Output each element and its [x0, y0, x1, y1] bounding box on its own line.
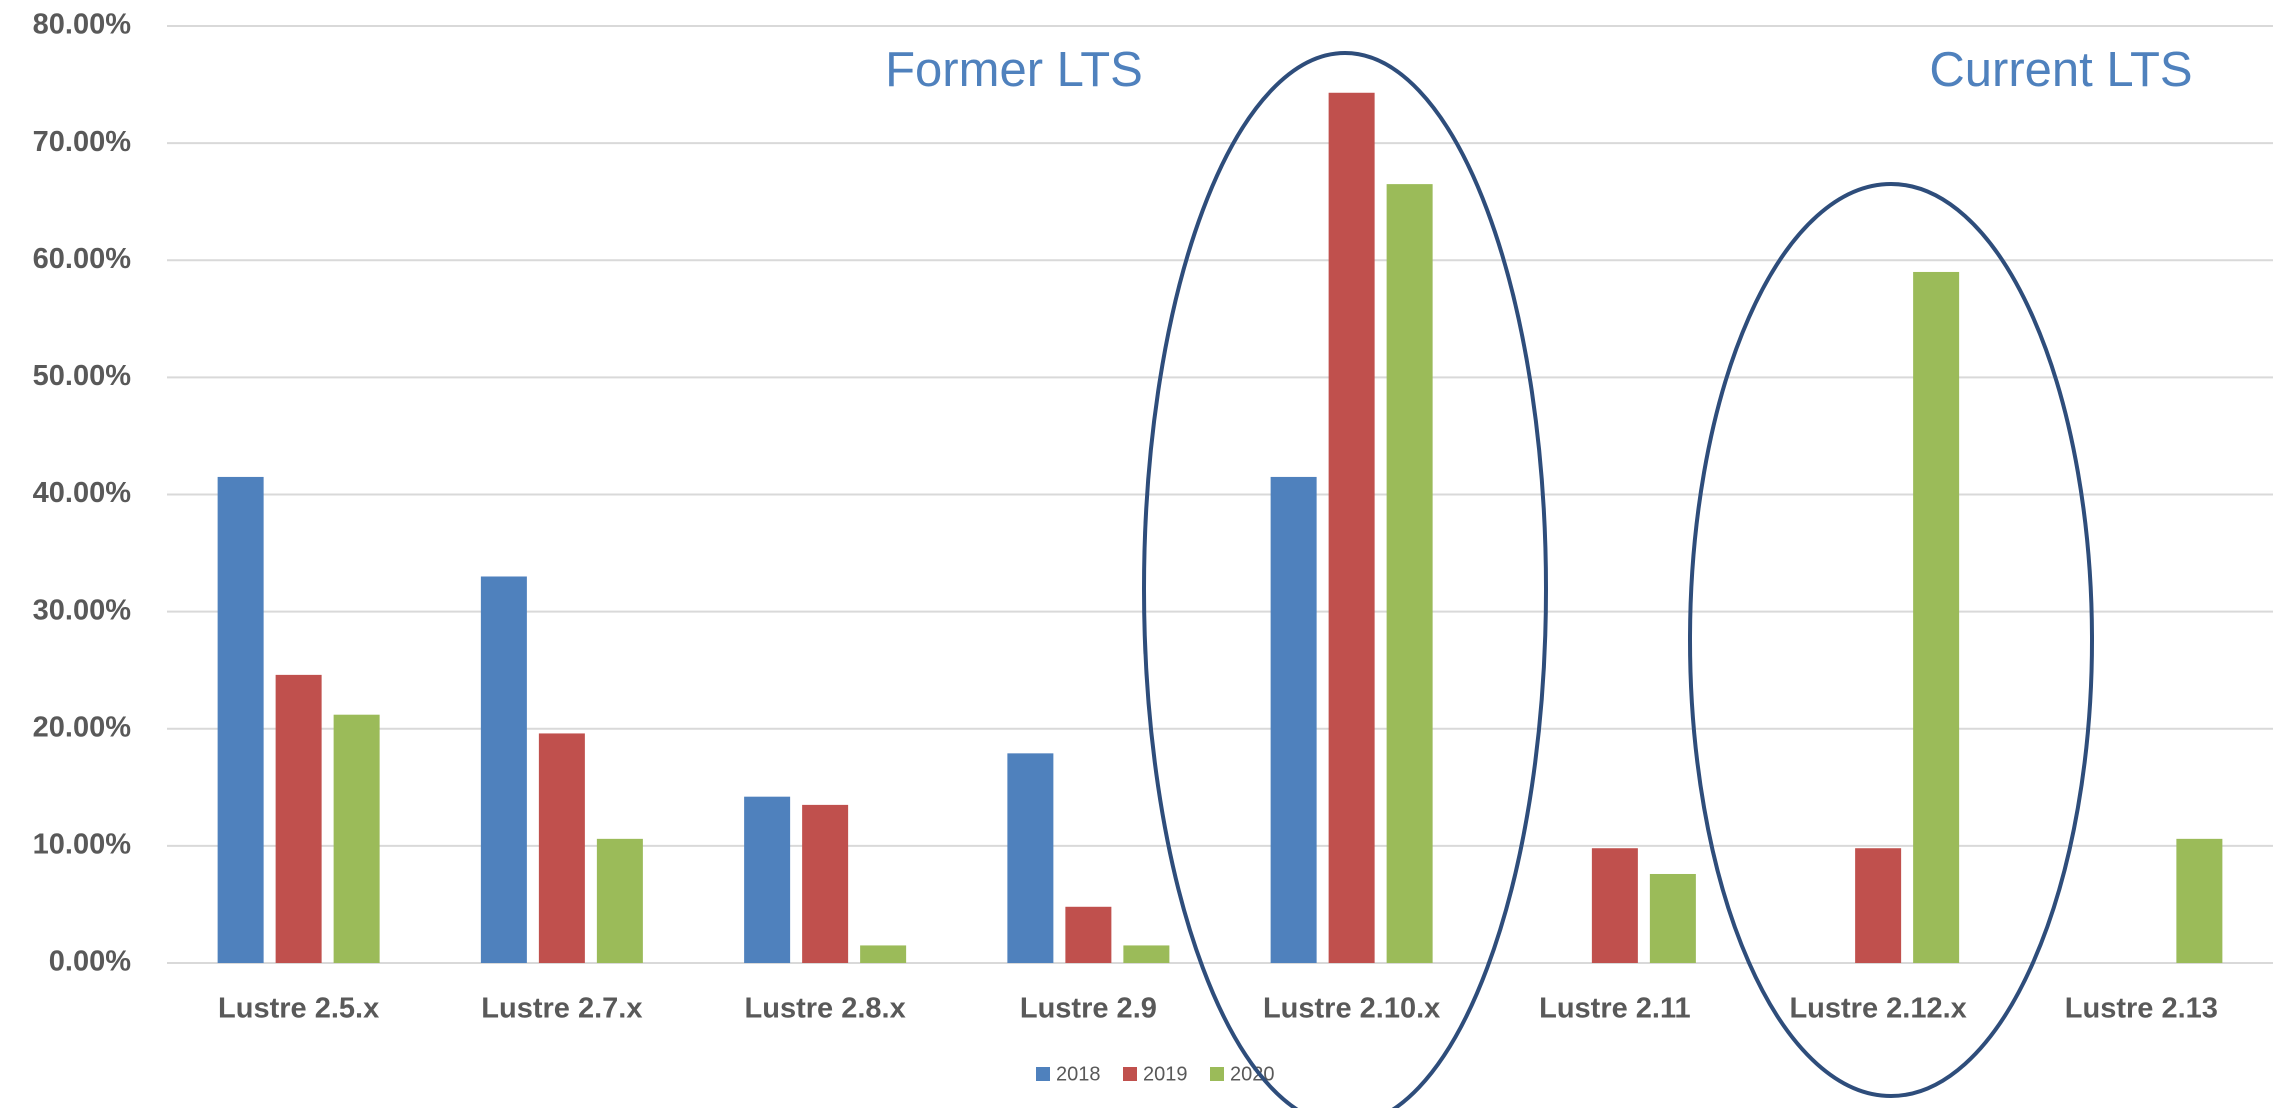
annotation: Current LTS	[1929, 43, 2192, 97]
bar	[1270, 476, 1317, 963]
bar	[275, 674, 322, 963]
x-tick-label: Lustre 2.13	[2065, 993, 2218, 1025]
bar	[1649, 873, 1696, 963]
bar	[596, 838, 643, 963]
bar	[538, 733, 585, 963]
legend-label: 2019	[1143, 1063, 1188, 1085]
x-tick-label: Lustre 2.11	[1539, 993, 1691, 1025]
y-tick-label: 10.00%	[33, 829, 132, 861]
bar	[1123, 945, 1170, 963]
bar	[217, 476, 264, 963]
y-tick-label: 80.00%	[33, 9, 132, 41]
annotation: Former LTS	[885, 43, 1143, 97]
highlight-ellipse	[1142, 51, 1548, 1108]
bar	[1007, 753, 1054, 963]
x-tick-label: Lustre 2.8.x	[745, 993, 906, 1025]
x-tick-label: Lustre 2.12.x	[1789, 993, 1966, 1025]
legend-swatch	[1210, 1067, 1224, 1081]
x-tick-label: Lustre 2.10.x	[1263, 993, 1440, 1025]
y-tick-label: 50.00%	[33, 360, 132, 392]
y-tick-label: 40.00%	[33, 477, 132, 509]
bar	[480, 576, 527, 963]
y-tick-label: 20.00%	[33, 711, 132, 743]
bar	[1386, 184, 1433, 963]
x-tick-label: Lustre 2.7.x	[481, 993, 642, 1025]
legend-label: 2018	[1056, 1063, 1101, 1085]
bar	[2176, 838, 2223, 963]
x-tick-label: Lustre 2.9	[1020, 993, 1157, 1025]
y-tick-label: 70.00%	[33, 126, 132, 158]
bar	[1065, 906, 1112, 963]
bar	[802, 804, 849, 963]
x-tick-label: Lustre 2.5.x	[218, 993, 379, 1025]
bar	[1855, 848, 1902, 963]
legend-swatch	[1123, 1067, 1137, 1081]
y-tick-label: 0.00%	[49, 946, 131, 978]
bar	[333, 714, 380, 963]
y-tick-label: 30.00%	[33, 594, 132, 626]
legend-swatch	[1036, 1067, 1050, 1081]
bar	[1591, 848, 1638, 963]
bar	[1328, 92, 1375, 964]
bar	[860, 945, 907, 963]
bar	[1913, 271, 1960, 963]
y-tick-label: 60.00%	[33, 243, 132, 275]
highlight-ellipse	[1688, 182, 2094, 1098]
bar	[744, 796, 791, 963]
